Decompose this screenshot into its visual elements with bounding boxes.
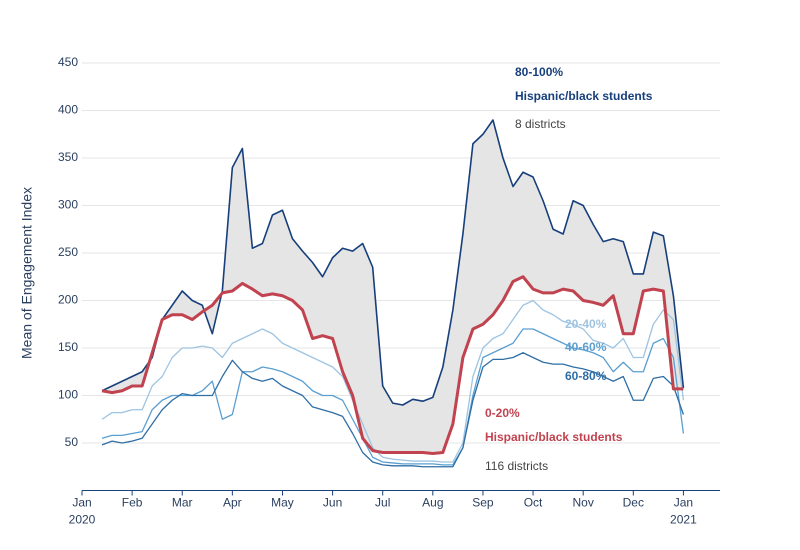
series-line [101,299,685,463]
series-line [101,328,685,466]
x-tick-label: Jan 2020 [69,496,96,527]
x-tick-label: Apr [223,496,242,510]
x-tick-label: Aug [422,496,443,510]
y-tick-label: 350 [58,150,78,164]
y-tick-label: 450 [58,55,78,69]
series-line [101,275,684,455]
series-line [101,352,685,468]
annotation: Hispanic/black students [515,89,653,103]
y-tick-label: 200 [58,293,78,307]
y-tick-label: 300 [58,198,78,212]
series-label: 40-60% [565,340,607,354]
series-line [101,119,685,406]
series-label: 80-100% [515,65,563,79]
x-tick-label: May [271,496,294,510]
annotation: Hispanic/black students [485,430,623,444]
x-tick-label: Feb [122,496,143,510]
x-tick-label: Sep [472,496,494,510]
y-tick-label: 150 [58,340,78,354]
series-label: 0-20% [485,406,520,420]
y-tick-label: 50 [65,435,79,449]
x-tick-label: Jan 2021 [670,496,697,527]
series-label: 60-80% [565,369,607,383]
x-tick-label: Oct [524,496,543,510]
x-tick-label: Dec [623,496,644,510]
x-tick-label: Nov [573,496,594,510]
x-tick-label: Jul [375,496,390,510]
annotation: 8 districts [515,117,566,131]
x-tick-label: Jun [323,496,342,510]
y-tick-label: 400 [58,103,78,117]
y-tick-label: 100 [58,388,78,402]
x-tick-label: Mar [172,496,193,510]
y-tick-label: 250 [58,245,78,259]
y-axis-label: Mean of Engagement Index [19,187,35,359]
annotation: 116 districts [485,459,548,473]
series-label: 20-40% [565,317,607,331]
